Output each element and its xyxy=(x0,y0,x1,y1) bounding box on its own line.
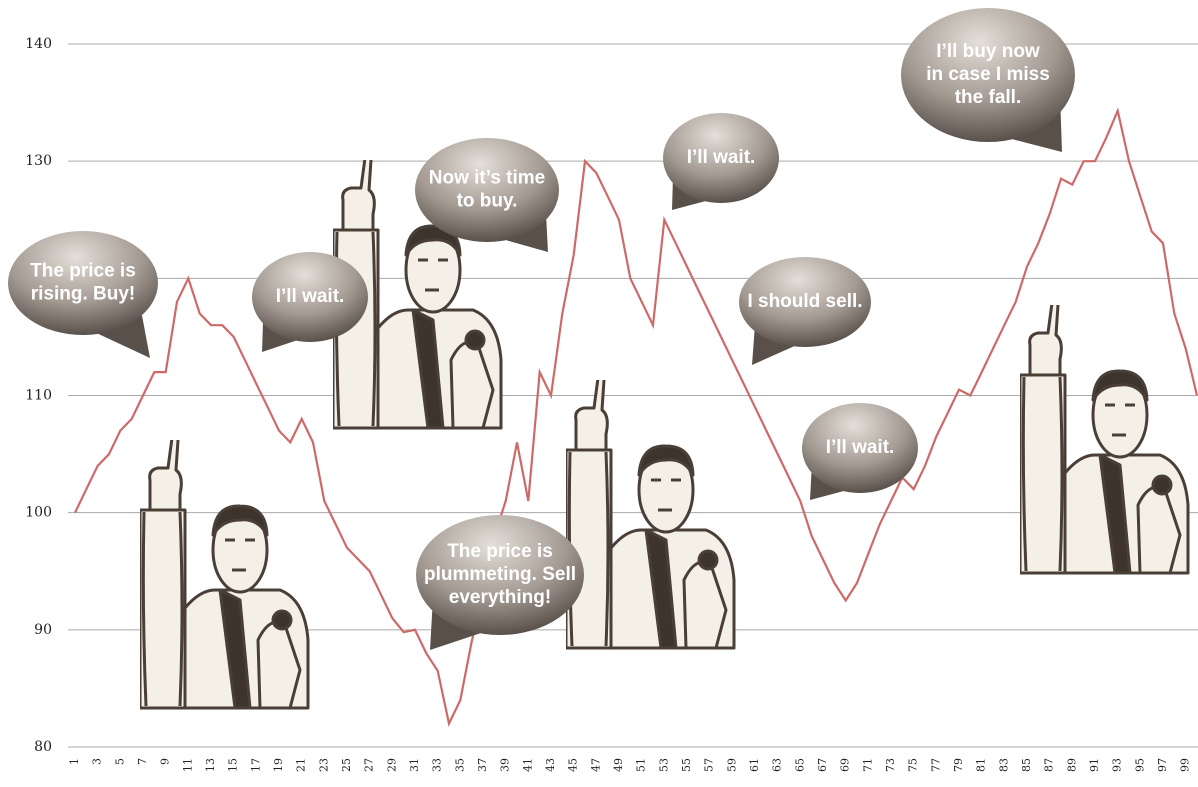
x-tick-label: 17 xyxy=(249,758,262,772)
x-tick-label: 1 xyxy=(68,758,81,765)
x-tick-label: 9 xyxy=(159,758,172,765)
x-tick-label: 45 xyxy=(567,758,580,772)
x-tick-label: 11 xyxy=(181,758,194,772)
x-tick-label: 79 xyxy=(952,758,965,772)
x-tick-label: 81 xyxy=(975,758,988,772)
x-tick-label: 97 xyxy=(1156,758,1169,772)
x-tick-label: 15 xyxy=(227,758,240,772)
x-tick-label: 49 xyxy=(612,758,625,772)
x-tick-label: 73 xyxy=(884,758,897,772)
annotation-text: the fall. xyxy=(955,87,1022,108)
x-tick-label: 63 xyxy=(771,758,784,772)
x-tick-label: 19 xyxy=(272,758,285,772)
chart: 8090100110120130140135791113151719212325… xyxy=(0,0,1198,787)
businessman xyxy=(140,435,308,708)
x-tick-label: 3 xyxy=(91,758,104,765)
x-tick-label: 27 xyxy=(363,758,376,772)
x-tick-label: 23 xyxy=(317,758,330,772)
businessman xyxy=(1020,300,1188,573)
x-tick-label: 53 xyxy=(657,758,670,772)
x-tick-label: 75 xyxy=(907,758,920,772)
annotation-text: I should sell. xyxy=(747,291,862,312)
annotation-text: The price is xyxy=(447,541,553,562)
x-tick-label: 61 xyxy=(748,758,761,772)
x-tick-label: 91 xyxy=(1088,758,1101,772)
x-tick-label: 89 xyxy=(1065,758,1078,772)
x-tick-label: 37 xyxy=(476,758,489,772)
x-tick-label: 25 xyxy=(340,758,353,772)
annotation-text: to buy. xyxy=(457,191,518,212)
illustrations xyxy=(140,155,1188,708)
x-tick-label: 55 xyxy=(680,758,693,772)
y-tick-label: 80 xyxy=(34,739,52,755)
x-tick-label: 65 xyxy=(793,758,806,772)
speech-bubble: I’ll wait. xyxy=(802,403,918,500)
annotation-text: The price is xyxy=(30,261,136,282)
speech-bubble: I should sell. xyxy=(739,257,871,365)
x-tick-label: 69 xyxy=(839,758,852,772)
y-tick-label: 110 xyxy=(25,388,52,404)
x-tick-label: 39 xyxy=(499,758,512,772)
x-tick-label: 95 xyxy=(1133,758,1146,772)
annotation-text: I’ll buy now xyxy=(936,41,1040,62)
speech-bubble: I’ll wait. xyxy=(663,113,779,210)
annotation-text: everything! xyxy=(449,587,551,608)
x-tick-label: 43 xyxy=(544,758,557,772)
y-tick-label: 130 xyxy=(25,153,52,169)
x-tick-label: 35 xyxy=(453,758,466,772)
x-tick-label: 99 xyxy=(1179,758,1192,772)
annotation-text: plummeting. Sell xyxy=(424,564,576,585)
x-tick-label: 57 xyxy=(703,758,716,772)
businessman xyxy=(566,375,734,648)
x-tick-label: 21 xyxy=(295,758,308,772)
x-tick-label: 67 xyxy=(816,758,829,772)
y-tick-label: 140 xyxy=(25,36,52,52)
x-tick-label: 85 xyxy=(1020,758,1033,772)
x-tick-label: 83 xyxy=(997,758,1010,772)
x-tick-label: 93 xyxy=(1111,758,1124,772)
annotation-text: I’ll wait. xyxy=(687,147,756,168)
annotation-text: Now it’s time xyxy=(429,168,545,189)
x-tick-label: 13 xyxy=(204,758,217,772)
x-tick-label: 77 xyxy=(929,758,942,772)
annotation-text: rising. Buy! xyxy=(31,284,136,305)
x-tick-label: 51 xyxy=(635,758,648,772)
x-tick-label: 7 xyxy=(136,758,149,765)
x-tick-label: 87 xyxy=(1043,758,1056,772)
y-tick-label: 90 xyxy=(34,622,52,638)
x-tick-label: 31 xyxy=(408,758,421,772)
x-tick-label: 29 xyxy=(385,758,398,772)
x-tick-label: 71 xyxy=(861,758,874,772)
y-tick-label: 100 xyxy=(25,505,52,521)
x-tick-label: 59 xyxy=(725,758,738,772)
x-tick-label: 47 xyxy=(589,758,602,772)
annotation-text: I’ll wait. xyxy=(826,437,895,458)
x-tick-label: 5 xyxy=(113,758,126,765)
annotation-text: in case I miss xyxy=(926,64,1050,85)
annotation-text: I’ll wait. xyxy=(276,286,345,307)
x-tick-label: 41 xyxy=(521,758,534,772)
x-tick-label: 33 xyxy=(431,758,444,772)
page: 8090100110120130140135791113151719212325… xyxy=(0,0,1198,787)
